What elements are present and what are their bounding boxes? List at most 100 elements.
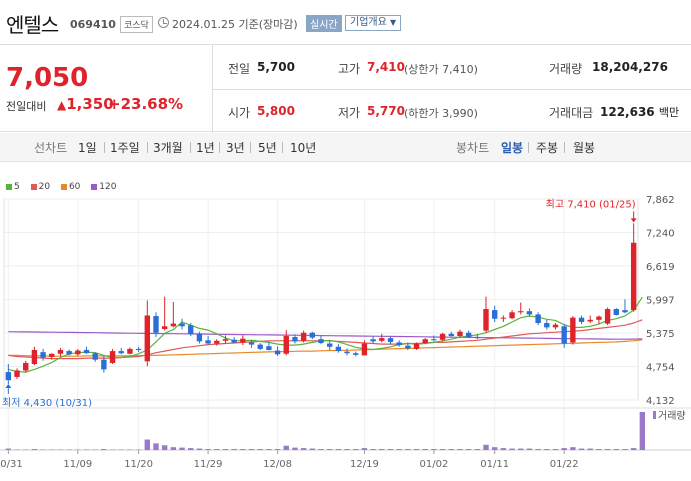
- candle-body: [457, 331, 463, 336]
- volume-bar: [526, 448, 533, 450]
- upper-limit-note: (상한가 7,410): [404, 63, 478, 76]
- candle-body: [465, 332, 472, 338]
- divider: [104, 142, 105, 153]
- candle-body: [31, 349, 38, 365]
- candle-body: [283, 335, 289, 354]
- open-value: 5,800: [257, 104, 295, 118]
- low-arrow-head: [5, 383, 12, 388]
- tab-10y[interactable]: 10년: [290, 141, 317, 155]
- tab-3y[interactable]: 3년: [226, 141, 245, 155]
- legend-label: 120: [99, 182, 117, 192]
- ma60-line: [8, 339, 643, 357]
- volume-bar: [283, 445, 289, 450]
- change-percent: +23.68%: [108, 95, 184, 113]
- volume-bar: [318, 449, 324, 450]
- realtime-button[interactable]: 실시간: [306, 15, 342, 32]
- candle-body: [5, 372, 12, 381]
- volume-bar: [248, 449, 255, 450]
- candle-body: [109, 351, 116, 363]
- volume-bar: [630, 448, 637, 450]
- tab-daily[interactable]: 일봉: [501, 141, 524, 155]
- volume-bar: [353, 449, 359, 450]
- candle-body: [222, 339, 229, 341]
- candle-body: [118, 351, 124, 354]
- legend-label: 20: [38, 182, 51, 192]
- volume-bar: [535, 449, 541, 450]
- tab-monthly[interactable]: 월봉: [573, 141, 596, 155]
- volume-value: 18,204,276: [592, 60, 668, 74]
- volume-bar: [274, 449, 281, 450]
- volume-bar: [439, 449, 446, 450]
- candle-body: [431, 339, 437, 341]
- prev-close-value: 5,700: [257, 60, 295, 74]
- volume-bar: [101, 449, 107, 450]
- tab-1d[interactable]: 1일: [78, 141, 97, 155]
- volume-bar: [474, 449, 481, 450]
- volume-bar: [5, 448, 12, 450]
- volume-bar: [214, 449, 220, 450]
- clock-icon: [158, 17, 169, 28]
- candle-body: [361, 343, 368, 356]
- volume-bar: [492, 447, 498, 450]
- candle-body: [492, 310, 498, 319]
- candle-body: [604, 309, 611, 324]
- ma-legend: 5 20 60 120: [6, 182, 124, 192]
- volume-bar: [518, 448, 524, 450]
- candlestick-chart[interactable]: 7,862 7,240 6,619 5,997 5,375 4,754 4,132 10/31…: [0, 195, 691, 481]
- candle-body: [578, 317, 585, 322]
- candle-body: [561, 326, 567, 344]
- change-value: ▲1,350: [57, 95, 114, 113]
- current-price: 7,050: [6, 63, 89, 93]
- volume-bar: [153, 443, 159, 450]
- volume-bar: [639, 412, 646, 450]
- candle-body: [439, 333, 446, 340]
- candle-body: [370, 339, 376, 342]
- candle-body: [196, 333, 203, 342]
- candle-body: [214, 340, 220, 344]
- candle-body: [509, 312, 515, 319]
- candle-body: [248, 342, 255, 345]
- tab-1y[interactable]: 1년: [196, 141, 215, 155]
- stock-header: 엔텔스 069410 코스닥 2024.01.25 기준(장마감) 실시간 기업…: [0, 0, 691, 44]
- candle-body: [630, 242, 637, 311]
- candle-body: [135, 348, 142, 350]
- high-arrow-head: [630, 218, 637, 223]
- high-value: 7,410: [367, 60, 405, 74]
- high-label: 고가: [338, 62, 361, 76]
- candle-body: [161, 326, 168, 329]
- candle-body: [257, 344, 263, 349]
- volume-bar: [552, 449, 559, 450]
- candle-body: [300, 332, 307, 341]
- candle-body: [75, 350, 81, 355]
- market-badge: 코스닥: [120, 16, 153, 33]
- volume-bar: [483, 444, 489, 450]
- candle-body: [379, 338, 385, 341]
- divider: [147, 142, 148, 153]
- candle-body: [274, 350, 281, 355]
- tab-1w[interactable]: 1주일: [110, 141, 140, 155]
- company-info-dropdown[interactable]: 기업개요 ▼: [345, 15, 402, 31]
- volume-bar: [292, 447, 298, 450]
- tab-3m[interactable]: 3개월: [153, 141, 183, 155]
- candle-body: [405, 345, 411, 349]
- tab-weekly[interactable]: 주봉: [536, 141, 559, 155]
- candle-body: [83, 349, 90, 354]
- low-value: 5,770: [367, 104, 405, 118]
- volume-bar: [309, 448, 316, 450]
- volume-bar: [370, 449, 376, 450]
- candle-chart-label: 봉차트: [456, 141, 490, 155]
- legend-label: 60: [68, 182, 81, 192]
- candle-body: [587, 319, 593, 322]
- tab-5y[interactable]: 5년: [258, 141, 277, 155]
- volume-bar: [587, 448, 593, 450]
- volume-bar: [344, 449, 350, 450]
- legend-item-ma20: 20: [30, 182, 51, 192]
- volume-bar: [144, 439, 150, 450]
- divider: [190, 142, 191, 153]
- open-label: 시가: [228, 106, 251, 120]
- volume-bar: [561, 448, 567, 450]
- divider: [528, 142, 529, 153]
- volume-bar: [405, 449, 411, 450]
- legend-item-ma5: 5: [6, 182, 20, 192]
- stock-code: 069410: [70, 18, 116, 31]
